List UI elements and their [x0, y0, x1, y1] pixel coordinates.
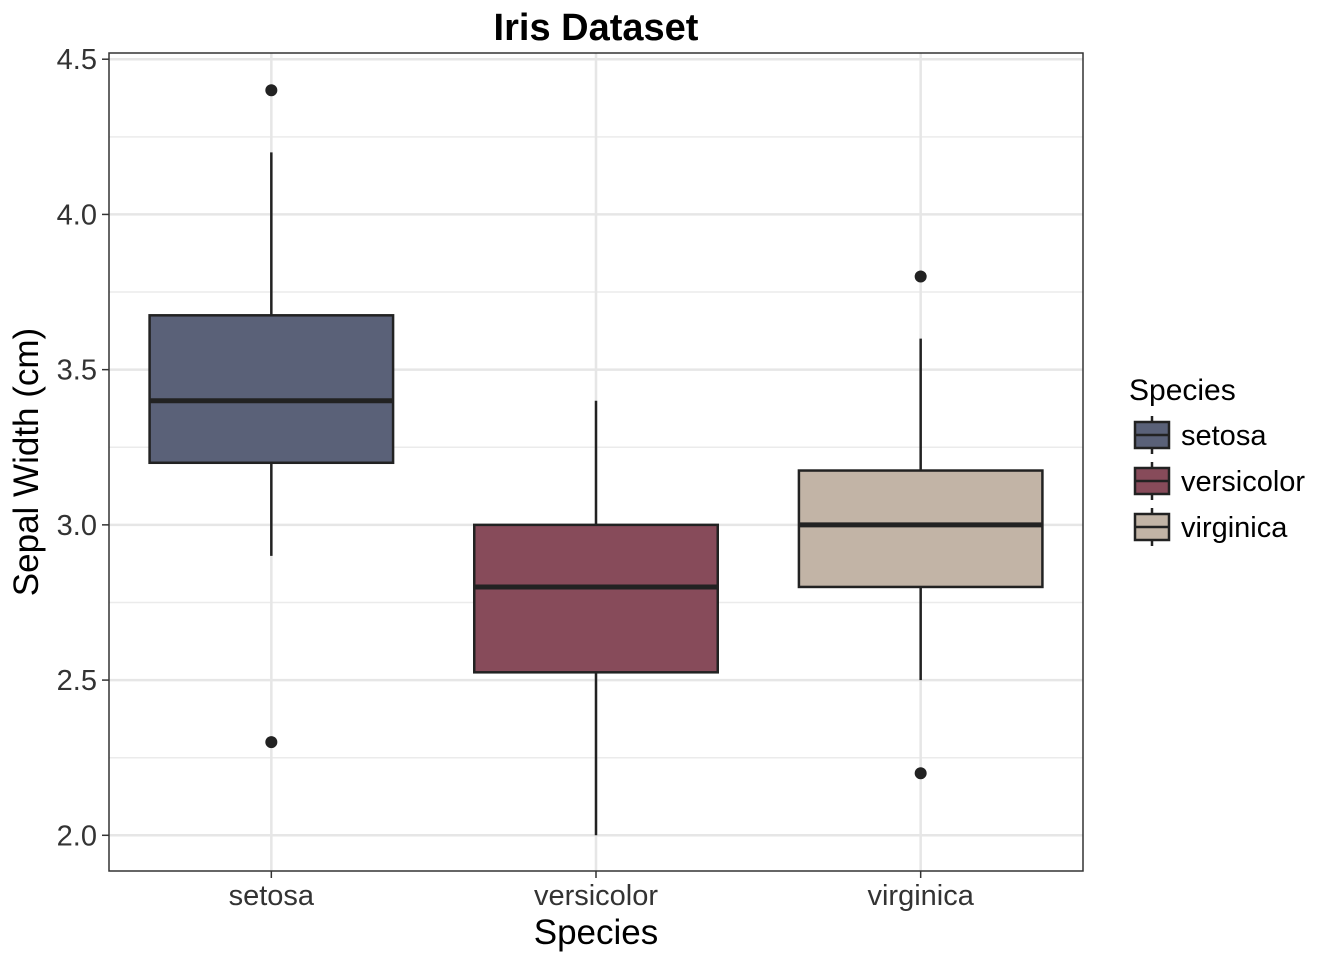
box-virginica — [797, 270, 1044, 780]
y-tick-label: 3.0 — [57, 510, 97, 542]
box-body — [473, 523, 719, 674]
legend: Species setosa versicolor virginica — [1129, 374, 1305, 546]
outlier-point — [914, 270, 927, 283]
box-versicolor — [473, 400, 719, 836]
y-tick-label: 4.0 — [57, 199, 97, 231]
y-axis: 2.0 2.5 3.0 3.5 4.0 4.5 — [57, 44, 109, 852]
outlier-point — [914, 767, 927, 780]
chart-title: Iris Dataset — [494, 7, 699, 49]
box-body — [148, 314, 395, 465]
y-tick-label: 3.5 — [57, 355, 97, 387]
x-axis-title: Species — [534, 913, 659, 952]
legend-item-setosa: setosa — [1133, 416, 1267, 454]
x-axis: setosa versicolor virginica — [229, 871, 975, 912]
y-tick-label: 2.5 — [57, 665, 97, 697]
boxes — [148, 84, 1044, 836]
plot-panel — [108, 52, 1084, 872]
y-tick-label: 2.0 — [57, 820, 97, 852]
y-tick-label: 4.5 — [57, 44, 97, 76]
legend-label: setosa — [1181, 420, 1267, 452]
outlier-point — [265, 84, 278, 97]
legend-items: setosa versicolor virginica — [1133, 416, 1305, 546]
box-body — [797, 469, 1044, 589]
box-setosa — [148, 84, 395, 749]
legend-item-virginica: virginica — [1133, 508, 1288, 546]
legend-item-versicolor: versicolor — [1133, 462, 1305, 500]
outlier-point — [265, 736, 278, 749]
y-axis-title: Sepal Width (cm) — [7, 328, 46, 596]
x-tick-label: setosa — [229, 880, 315, 912]
legend-label: versicolor — [1181, 466, 1305, 498]
x-tick-label: virginica — [867, 880, 974, 912]
x-tick-label: versicolor — [534, 880, 658, 912]
legend-title: Species — [1129, 374, 1236, 407]
legend-label: virginica — [1181, 512, 1288, 544]
